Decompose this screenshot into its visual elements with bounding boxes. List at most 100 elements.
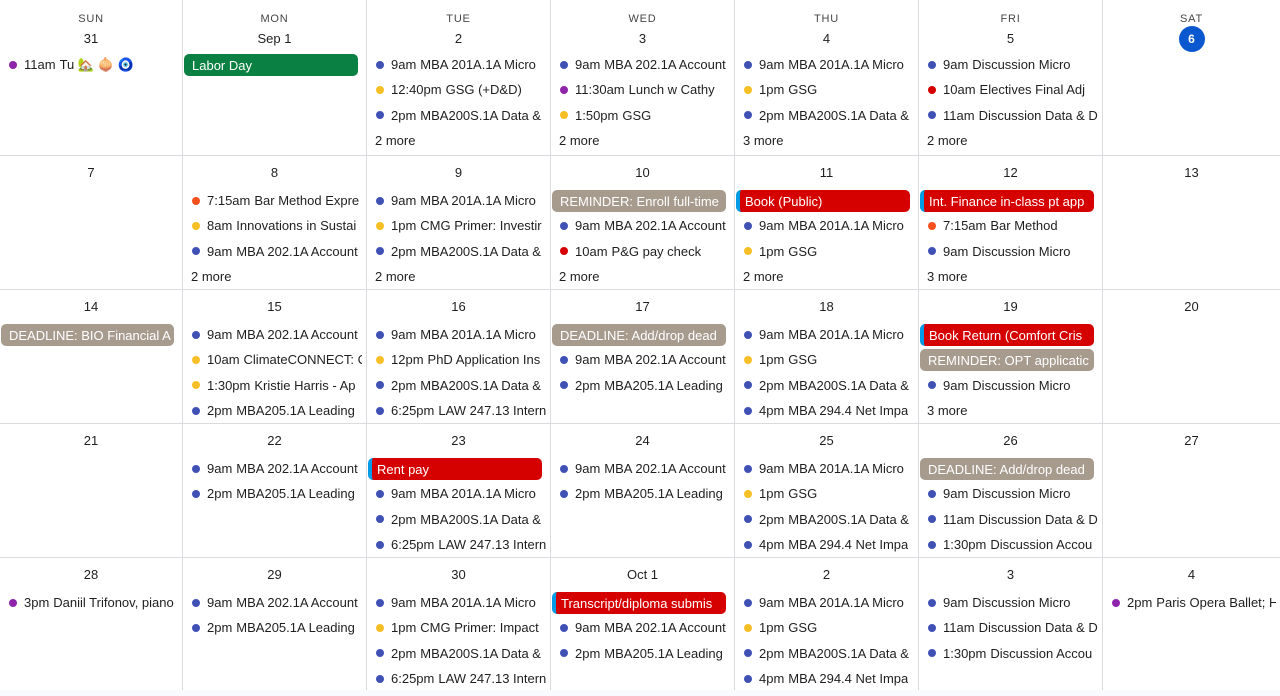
more-events-link[interactable]: 3 more	[927, 402, 968, 418]
calendar-event[interactable]: 2pm MBA200S.1A Data &	[735, 507, 918, 532]
more-events-link[interactable]: 2 more	[559, 268, 600, 284]
calendar-event[interactable]: 9am Discussion Micro	[919, 239, 1102, 264]
calendar-event[interactable]: 9am MBA 202.1A Account	[551, 213, 734, 238]
calendar-event[interactable]: 9am MBA 201A.1A Micro	[735, 52, 918, 77]
calendar-event[interactable]: 1pm CMG Primer: Investir	[367, 213, 550, 238]
day-cell[interactable]: 8 7:15am Bar Method Expre 8am Innovations in…	[183, 156, 367, 290]
more-events-link[interactable]: 3 more	[743, 132, 784, 148]
all-day-event-chip[interactable]: Rent pay	[368, 458, 542, 481]
calendar-event[interactable]: 1:30pm Discussion Accou	[919, 532, 1102, 557]
day-cell[interactable]: FRI 5 9am Discussion Micro 10am Electives Fin…	[919, 0, 1103, 156]
all-day-event-chip[interactable]: REMINDER: Enroll full-time	[552, 190, 726, 213]
calendar-event[interactable]: 2pm MBA200S.1A Data &	[735, 641, 918, 666]
calendar-event[interactable]: 9am MBA 202.1A Account	[183, 456, 366, 481]
calendar-event[interactable]: 9am Discussion Micro	[919, 481, 1102, 506]
day-cell[interactable]: 3 9am Discussion Micro 11am Discussion Data …	[919, 558, 1103, 690]
calendar-event[interactable]: 1pm GSG	[735, 481, 918, 506]
date-number-button[interactable]: 27	[1184, 433, 1199, 448]
calendar-event[interactable]: 2pm MBA205.1A Leading	[551, 373, 734, 398]
calendar-event[interactable]: 9am MBA 202.1A Account	[551, 347, 734, 372]
calendar-event[interactable]: 9am MBA 202.1A Account	[183, 590, 366, 615]
calendar-event[interactable]: 11am Discussion Data & D	[919, 615, 1102, 640]
all-day-event-chip[interactable]: Int. Finance in-class pt app	[920, 190, 1094, 213]
calendar-event[interactable]: 6:25pm LAW 247.13 Intern	[367, 666, 550, 690]
day-cell[interactable]: 18 9am MBA 201A.1A Micro 1pm GSG 2pm MBA200S.1…	[735, 290, 919, 424]
date-number-button[interactable]: 25	[819, 433, 834, 448]
day-cell[interactable]: 10 REMINDER: Enroll full-time 9am MBA 202.1…	[551, 156, 735, 290]
calendar-event[interactable]: 9am MBA 201A.1A Micro	[367, 590, 550, 615]
all-day-event-chip[interactable]: DEADLINE: BIO Financial A	[1, 324, 174, 347]
more-events-link[interactable]: 2 more	[375, 268, 416, 284]
more-events-link[interactable]: 3 more	[927, 268, 968, 284]
more-events-link[interactable]: 2 more	[559, 132, 600, 148]
calendar-event[interactable]: 9am MBA 201A.1A Micro	[367, 52, 550, 77]
calendar-event[interactable]: 6:25pm LAW 247.13 Intern	[367, 532, 550, 557]
calendar-event[interactable]: 11am Discussion Data & D	[919, 507, 1102, 532]
day-cell[interactable]: THU 4 9am MBA 201A.1A Micro 1pm GSG 2pm MBA200S…	[735, 0, 919, 156]
calendar-event[interactable]: 1:30pm Discussion Accou	[919, 641, 1102, 666]
day-cell[interactable]: 14 DEADLINE: BIO Financial A	[0, 290, 183, 424]
day-cell[interactable]: MON Sep 1 Labor Day	[183, 0, 367, 156]
all-day-event-chip[interactable]: Book Return (Comfort Cris	[920, 324, 1094, 347]
day-cell[interactable]: Oct 1 Transcript/diploma submis 9am MBA 202…	[551, 558, 735, 690]
day-cell[interactable]: 30 9am MBA 201A.1A Micro 1pm CMG Primer: Imp…	[367, 558, 551, 690]
calendar-event[interactable]: 4pm MBA 294.4 Net Impa	[735, 666, 918, 690]
day-cell[interactable]: 23 Rent pay 9am MBA 201A.1A Micro 2pm MBA200S…	[367, 424, 551, 558]
date-number-button[interactable]: 23	[451, 433, 466, 448]
all-day-event-chip[interactable]: REMINDER: OPT applicatic	[920, 349, 1094, 372]
day-cell[interactable]: 20	[1103, 290, 1280, 424]
calendar-event[interactable]: 3pm Daniil Trifonov, piano	[0, 590, 182, 615]
date-number-button[interactable]: 30	[451, 567, 466, 582]
day-cell[interactable]: SUN 31 11am Tu 🏡 🧅 🧿	[0, 0, 183, 156]
calendar-event[interactable]: 10am Electives Final Adj	[919, 77, 1102, 102]
date-number-button[interactable]: 7	[87, 165, 95, 180]
day-cell[interactable]: 19 Book Return (Comfort Cris REMINDER: OPT…	[919, 290, 1103, 424]
calendar-event[interactable]: 11am Tu 🏡 🧅 🧿	[0, 52, 182, 77]
date-number-button[interactable]: 5	[1006, 31, 1015, 46]
calendar-event[interactable]: 7:15am Bar Method Expre	[183, 188, 366, 213]
date-number-button[interactable]: 10	[635, 165, 650, 180]
calendar-event[interactable]: 11am Discussion Data & D	[919, 103, 1102, 128]
date-number-button[interactable]: 24	[635, 433, 650, 448]
date-number-button[interactable]: 3	[638, 31, 647, 46]
day-cell[interactable]: 4 2pm Paris Opera Ballet; H	[1103, 558, 1280, 690]
day-cell[interactable]: 15 9am MBA 202.1A Account 10am ClimateCONNEC…	[183, 290, 367, 424]
calendar-event[interactable]: 9am MBA 201A.1A Micro	[367, 188, 550, 213]
date-number-button[interactable]: 28	[83, 567, 99, 582]
day-cell[interactable]: TUE 2 9am MBA 201A.1A Micro 12:40pm GSG (+D&D…	[367, 0, 551, 156]
date-number-button[interactable]: 20	[1184, 299, 1199, 314]
date-number-button[interactable]: 15	[267, 299, 282, 314]
calendar-event[interactable]: 10am P&G pay check	[551, 239, 734, 264]
day-cell[interactable]: 26 DEADLINE: Add/drop dead 9am Discussion M…	[919, 424, 1103, 558]
calendar-event[interactable]: 8am Innovations in Sustai	[183, 213, 366, 238]
date-number-button[interactable]: Sep 1	[257, 31, 292, 46]
date-number-button[interactable]: 3	[1006, 567, 1015, 582]
day-cell[interactable]: 29 9am MBA 202.1A Account 2pm MBA205.1A Lead…	[183, 558, 367, 690]
calendar-event[interactable]: 2pm MBA200S.1A Data &	[367, 641, 550, 666]
calendar-event[interactable]: 9am Discussion Micro	[919, 52, 1102, 77]
calendar-event[interactable]: 1pm CMG Primer: Impact	[367, 615, 550, 640]
calendar-event[interactable]: 7:15am Bar Method	[919, 213, 1102, 238]
date-number-button[interactable]: 2	[454, 31, 463, 46]
calendar-event[interactable]: 9am MBA 201A.1A Micro	[367, 481, 550, 506]
more-events-link[interactable]: 2 more	[191, 268, 232, 284]
date-number-button[interactable]: 26	[1003, 433, 1018, 448]
day-cell[interactable]: 22 9am MBA 202.1A Account 2pm MBA205.1A Lead…	[183, 424, 367, 558]
date-number-button[interactable]: 16	[451, 299, 466, 314]
today-date-button[interactable]: 6	[1178, 26, 1205, 52]
calendar-event[interactable]: 11:30am Lunch w Cathy	[551, 77, 734, 102]
calendar-event[interactable]: 9am MBA 202.1A Account	[183, 239, 366, 264]
date-number-button[interactable]: 22	[267, 433, 282, 448]
calendar-event[interactable]: 9am MBA 202.1A Account	[551, 615, 734, 640]
calendar-event[interactable]: 9am MBA 201A.1A Micro	[367, 322, 550, 347]
day-cell[interactable]: 9 9am MBA 201A.1A Micro 1pm CMG Primer: Inve…	[367, 156, 551, 290]
calendar-event[interactable]: 1pm GSG	[735, 347, 918, 372]
day-cell[interactable]: 12 Int. Finance in-class pt app 7:15am Bar …	[919, 156, 1103, 290]
day-cell[interactable]: 25 9am MBA 201A.1A Micro 1pm GSG 2pm MBA200S.1…	[735, 424, 919, 558]
date-number-button[interactable]: 8	[270, 165, 279, 180]
more-events-link[interactable]: 2 more	[927, 132, 968, 148]
calendar-event[interactable]: 1pm GSG	[735, 239, 918, 264]
day-cell[interactable]: 27	[1103, 424, 1280, 558]
date-number-button[interactable]: 11	[819, 165, 834, 180]
date-number-button[interactable]: 19	[1003, 299, 1018, 314]
